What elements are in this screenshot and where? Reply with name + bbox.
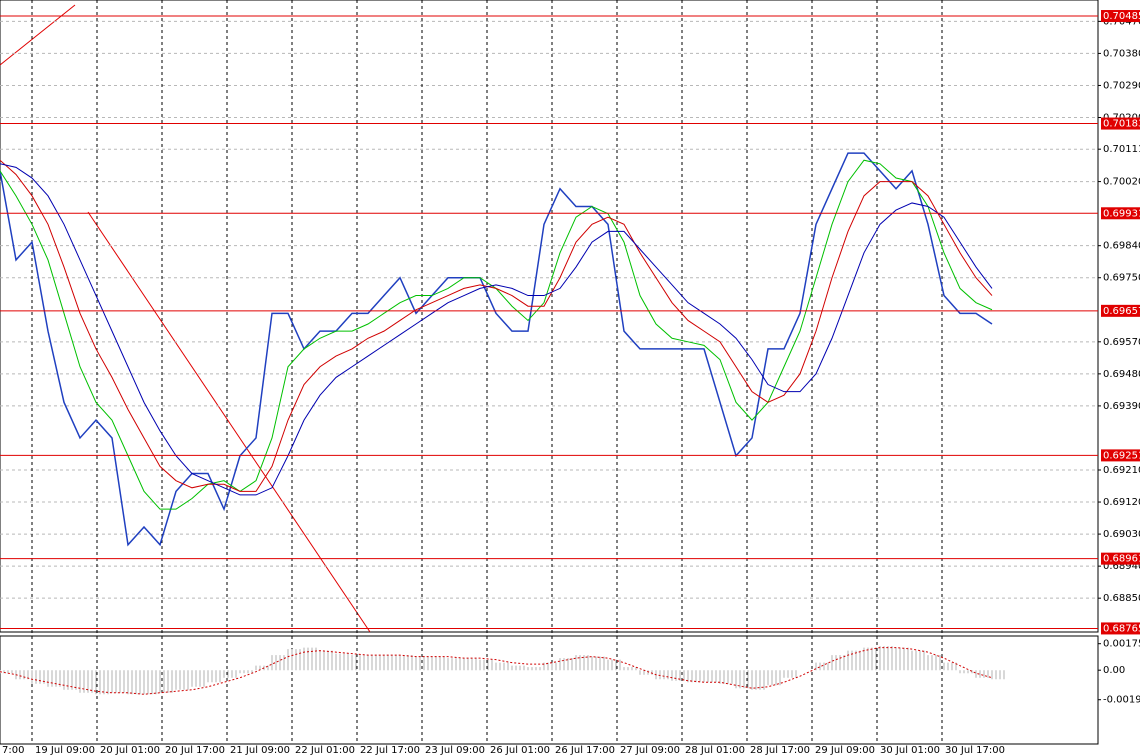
trend-line — [87, 211, 371, 633]
level-label: 0.70485 — [1103, 11, 1140, 22]
level-label-bg — [1101, 117, 1140, 130]
x-tick-label: 23 Jul 09:00 — [425, 745, 485, 756]
y-tick-label: 0.68850 — [1103, 593, 1140, 604]
x-tick-label: 30 Jul 17:00 — [945, 745, 1005, 756]
level-label-bg — [1101, 552, 1140, 565]
osc-tick-label: -0.00196 — [1103, 695, 1140, 706]
level-label-bg — [1101, 622, 1140, 635]
level-label: 0.68765 — [1103, 623, 1140, 634]
x-tick-label: 22 Jul 17:00 — [360, 745, 420, 756]
x-tick-label: 26 Jul 01:00 — [490, 745, 550, 756]
x-tick-label: 26 Jul 17:00 — [555, 745, 615, 756]
trend-line — [0, 4, 76, 66]
x-tick-label: 20 Jul 01:00 — [100, 745, 160, 756]
oscillator-panel — [0, 635, 1099, 745]
osc-tick-label: 0.00 — [1103, 665, 1125, 676]
x-tick-label: 28 Jul 01:00 — [685, 745, 745, 756]
level-label-bg — [1101, 207, 1140, 220]
moving-average — [0, 159, 993, 492]
level-label: 0.69657 — [1103, 306, 1140, 317]
signal-line — [0, 647, 993, 695]
price-line — [0, 152, 993, 547]
level-label: 0.69251 — [1103, 450, 1140, 461]
x-tick-label: 29 Jul 09:00 — [815, 745, 875, 756]
level-label-bg — [1101, 304, 1140, 317]
x-tick-label: 28 Jul 17:00 — [750, 745, 810, 756]
x-tick-label: 30 Jul 01:00 — [880, 745, 940, 756]
level-label: 0.68961 — [1103, 554, 1140, 565]
x-tick-label: 22 Jul 01:00 — [295, 745, 355, 756]
level-label-bg — [1101, 10, 1140, 23]
x-tick-label: 20 Jul 17:00 — [165, 745, 225, 756]
x-tick-label: 7:00 — [2, 745, 24, 756]
moving-average — [0, 163, 993, 496]
osc-tick-label: 0.001759 — [1103, 639, 1140, 650]
level-label-bg — [1101, 449, 1140, 462]
x-tick-label: 19 Jul 09:00 — [35, 745, 95, 756]
level-label: 0.69931 — [1103, 208, 1140, 219]
y-tick-label: 0.70111 — [1103, 144, 1140, 155]
main-panel — [0, 0, 1099, 633]
x-tick-label: 21 Jul 09:00 — [230, 745, 290, 756]
x-tick-label: 27 Jul 09:00 — [620, 745, 680, 756]
level-label: 0.70183 — [1103, 119, 1140, 130]
